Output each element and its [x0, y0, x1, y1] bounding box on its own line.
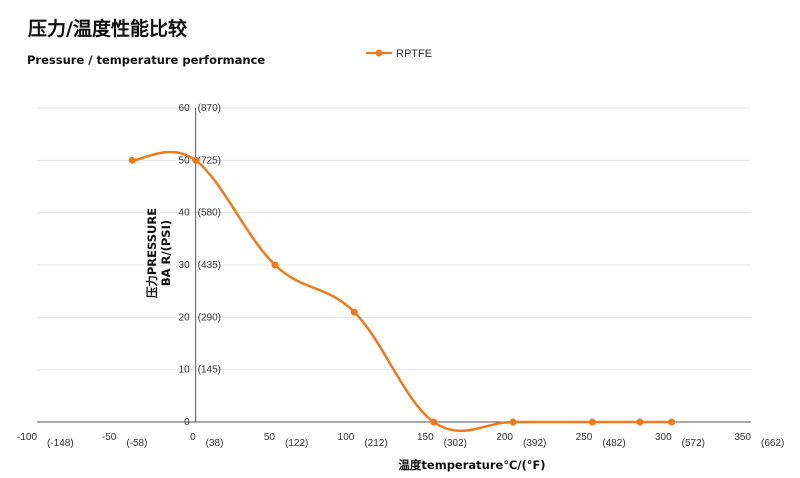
data-point-0-6: [588, 418, 596, 426]
x-tick-label-4: 100: [338, 432, 355, 443]
legend-marker-0: [375, 49, 383, 57]
series-line-0: [132, 150, 672, 432]
y-tick-label-2: 20: [179, 312, 191, 323]
x-tick-label-6: 200: [496, 432, 513, 443]
y-tick-psi-label-2: (290): [198, 312, 221, 323]
y-axis-label-line-0: 压力PRESSURE: [145, 208, 159, 298]
data-point-0-0: [128, 156, 136, 164]
y-axis-label-line-1: BA R/(PSI): [159, 220, 173, 286]
x-tick-label-2: 0: [190, 432, 196, 443]
y-tick-label-3: 30: [179, 260, 191, 271]
x-tick-f-label-3: (122): [285, 438, 308, 449]
x-tick-f-label-8: (572): [682, 438, 705, 449]
y-tick-label-0: 0: [184, 417, 190, 428]
chart-subtitle: Pressure / temperature performance: [27, 53, 266, 67]
y-tick-label-4: 40: [179, 208, 191, 219]
x-tick-f-label-2: (38): [206, 438, 224, 449]
axis-labels: 温度temperature℃/(°F) 压力PRESSUREBA R/(PSI): [145, 208, 546, 472]
x-axis-label: 温度temperature℃/(°F): [398, 458, 545, 472]
data-point-0-5: [509, 418, 517, 426]
x-tick-f-label-9: (662): [761, 438, 784, 449]
y-tick-psi-label-4: (580): [198, 208, 221, 219]
data-point-0-7: [636, 418, 644, 426]
y-tick-psi-label-3: (435): [198, 260, 221, 271]
x-tick-label-1: -50: [102, 432, 117, 443]
y-tick-psi-label-5: (725): [198, 155, 221, 166]
data-point-0-3: [350, 308, 358, 316]
x-tick-label-7: 250: [576, 432, 593, 443]
x-tick-label-5: 150: [417, 432, 434, 443]
y-tick-label-1: 10: [179, 365, 191, 376]
x-tick-f-label-7: (482): [602, 438, 625, 449]
x-tick-label-3: 50: [264, 432, 276, 443]
chart-title: 压力/温度性能比较: [28, 18, 187, 40]
y-tick-label-5: 50: [179, 155, 191, 166]
legend-label-0: RPTFE: [396, 48, 432, 60]
data-point-0-2: [271, 261, 279, 269]
x-tick-label-8: 300: [655, 432, 672, 443]
data-point-0-4: [430, 418, 438, 426]
tick-labels: 0 10 (145) 20 (290) 30 (435) 40 (580) 50 (725) 60 (8…: [17, 103, 784, 449]
data-series: [128, 150, 676, 432]
x-tick-f-label-6: (392): [523, 438, 546, 449]
x-tick-f-label-4: (212): [364, 438, 387, 449]
x-tick-label-0: -100: [17, 432, 37, 443]
y-tick-psi-label-6: (870): [198, 103, 221, 114]
y-axis-label: 压力PRESSUREBA R/(PSI): [145, 208, 173, 298]
x-tick-f-label-0: (-148): [47, 438, 74, 449]
x-tick-label-9: 350: [734, 432, 751, 443]
data-point-0-1: [192, 156, 200, 164]
x-tick-f-label-5: (302): [444, 438, 467, 449]
x-tick-f-label-1: (-58): [126, 438, 147, 449]
legend: RPTFE: [366, 48, 432, 60]
y-tick-psi-label-1: (145): [198, 365, 221, 376]
y-tick-label-6: 60: [179, 103, 191, 114]
data-point-0-8: [668, 418, 676, 426]
